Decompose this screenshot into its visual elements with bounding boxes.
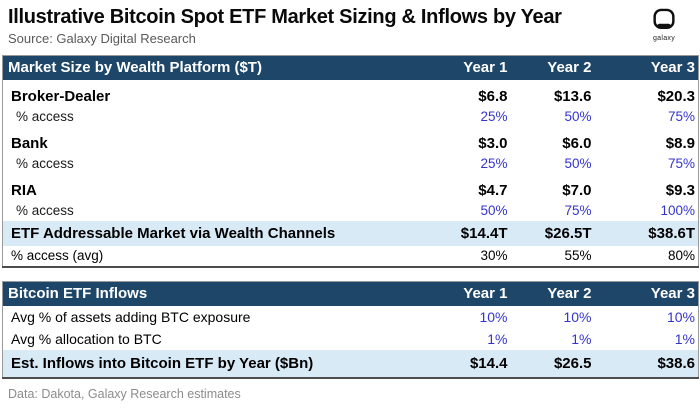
cell-value: $4.7 [478, 182, 508, 199]
row-label: Broker-Dealer [11, 88, 111, 105]
row-label: Avg % of assets adding BTC exposure [11, 309, 251, 325]
source-line: Source: Galaxy Digital Research [8, 31, 196, 46]
table-row-ria-access: % access 50% 75% 100% [3, 201, 699, 221]
row-label: % access [16, 156, 74, 171]
cell-value: 10% [479, 309, 508, 325]
galaxy-logo-icon [653, 8, 675, 30]
cell-value: $26.5 [510, 350, 595, 378]
cell-value: 50% [564, 109, 592, 124]
table-row-broker-dealer: Broker-Dealer $6.8 $13.6 $20.3 [3, 80, 699, 107]
cell-value: 75% [667, 109, 695, 124]
table-row-broker-dealer-access: % access 25% 50% 75% [3, 107, 699, 127]
row-label: % access [16, 109, 74, 124]
cell-value: $13.6 [553, 88, 592, 105]
row-label: % access [16, 203, 74, 218]
column-year2: Year 2 [510, 55, 595, 80]
table-row-bank-access: % access 25% 50% 75% [3, 154, 699, 174]
cell-value: $14.4T [428, 221, 511, 246]
cell-value: 30% [480, 248, 508, 263]
cell-value: $6.8 [478, 88, 508, 105]
cell-value: $9.3 [665, 182, 695, 199]
row-label: ETF Addressable Market via Wealth Channe… [2, 221, 429, 246]
cell-value: 1% [674, 331, 695, 347]
column-year3: Year 3 [594, 55, 699, 80]
cell-value: 25% [480, 156, 508, 171]
cell-value: 1% [571, 331, 592, 347]
table-row-access-avg: % access (avg) 30% 55% 80% [3, 246, 699, 267]
etf-inflows-header-row: Bitcoin ETF Inflows Year 1 Year 2 Year 3 [2, 281, 699, 306]
cell-value: 55% [564, 248, 592, 263]
footer-note: Data: Dakota, Galaxy Research estimates [8, 387, 241, 401]
column-year1: Year 1 [428, 55, 511, 80]
cell-value: 25% [480, 109, 508, 124]
cell-value: $7.0 [562, 182, 592, 199]
row-label: RIA [11, 182, 37, 199]
etf-inflows-table: Bitcoin ETF Inflows Year 1 Year 2 Year 3… [2, 281, 699, 379]
cell-value: 50% [564, 156, 592, 171]
table-row-est-inflows: Est. Inflows into Bitcoin ETF by Year ($… [2, 350, 699, 378]
cell-value: $38.6T [594, 221, 699, 246]
galaxy-logo-label: galaxy [652, 35, 676, 42]
cell-value: 50% [480, 203, 508, 218]
table-row-bank: Bank $3.0 $6.0 $8.9 [3, 127, 699, 154]
table-row-ria: RIA $4.7 $7.0 $9.3 [3, 174, 699, 201]
cell-value: 10% [666, 309, 695, 325]
column-year2: Year 2 [510, 281, 595, 306]
column-year1: Year 1 [428, 281, 511, 306]
cell-value: 1% [487, 331, 508, 347]
row-label: Bank [11, 135, 48, 152]
figure-header: Illustrative Bitcoin Spot ETF Market Siz… [0, 5, 700, 47]
market-size-header-row: Market Size by Wealth Platform ($T) Year… [2, 55, 699, 80]
cell-value: 10% [563, 309, 592, 325]
market-size-table: Market Size by Wealth Platform ($T) Year… [2, 55, 699, 268]
cell-value: 75% [564, 203, 592, 218]
cell-value: $14.4 [428, 350, 511, 378]
row-label: Avg % allocation to BTC [11, 331, 162, 347]
row-label: Est. Inflows into Bitcoin ETF by Year ($… [2, 350, 429, 378]
table-row-btc-exposure: Avg % of assets adding BTC exposure 10% … [3, 306, 699, 328]
cell-value: 80% [667, 248, 695, 263]
row-label: % access (avg) [11, 248, 104, 263]
table-row-btc-allocation: Avg % allocation to BTC 1% 1% 1% [3, 328, 699, 350]
cell-value: $38.6 [594, 350, 699, 378]
cell-value: $20.3 [657, 88, 695, 105]
cell-value: 100% [660, 203, 695, 218]
table-row-addressable-market: ETF Addressable Market via Wealth Channe… [2, 221, 699, 246]
cell-value: $26.5T [510, 221, 595, 246]
cell-value: $6.0 [562, 135, 592, 152]
column-year3: Year 3 [594, 281, 699, 306]
cell-value: $8.9 [665, 135, 695, 152]
market-size-table-title: Market Size by Wealth Platform ($T) [2, 55, 429, 80]
galaxy-logo: galaxy [642, 7, 686, 42]
cell-value: $3.0 [478, 135, 508, 152]
page-title: Illustrative Bitcoin Spot ETF Market Siz… [8, 6, 562, 28]
cell-value: 75% [667, 156, 695, 171]
etf-inflows-table-title: Bitcoin ETF Inflows [2, 281, 429, 306]
